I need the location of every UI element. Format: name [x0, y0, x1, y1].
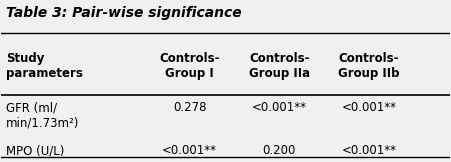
Text: Controls-
Group IIb: Controls- Group IIb [338, 52, 400, 80]
Text: MPO (U/L): MPO (U/L) [6, 144, 64, 157]
Text: Study
parameters: Study parameters [6, 52, 83, 80]
Text: GFR (ml/
min/1.73m²): GFR (ml/ min/1.73m²) [6, 101, 79, 129]
Text: <0.001**: <0.001** [341, 101, 396, 114]
Text: <0.001**: <0.001** [252, 101, 307, 114]
Text: <0.001**: <0.001** [162, 144, 217, 157]
Text: Controls-
Group I: Controls- Group I [159, 52, 220, 80]
Text: Table 3: Pair-wise significance: Table 3: Pair-wise significance [6, 6, 241, 20]
Text: 0.200: 0.200 [262, 144, 296, 157]
Text: Controls-
Group IIa: Controls- Group IIa [249, 52, 310, 80]
Text: <0.001**: <0.001** [341, 144, 396, 157]
Text: 0.278: 0.278 [173, 101, 207, 114]
